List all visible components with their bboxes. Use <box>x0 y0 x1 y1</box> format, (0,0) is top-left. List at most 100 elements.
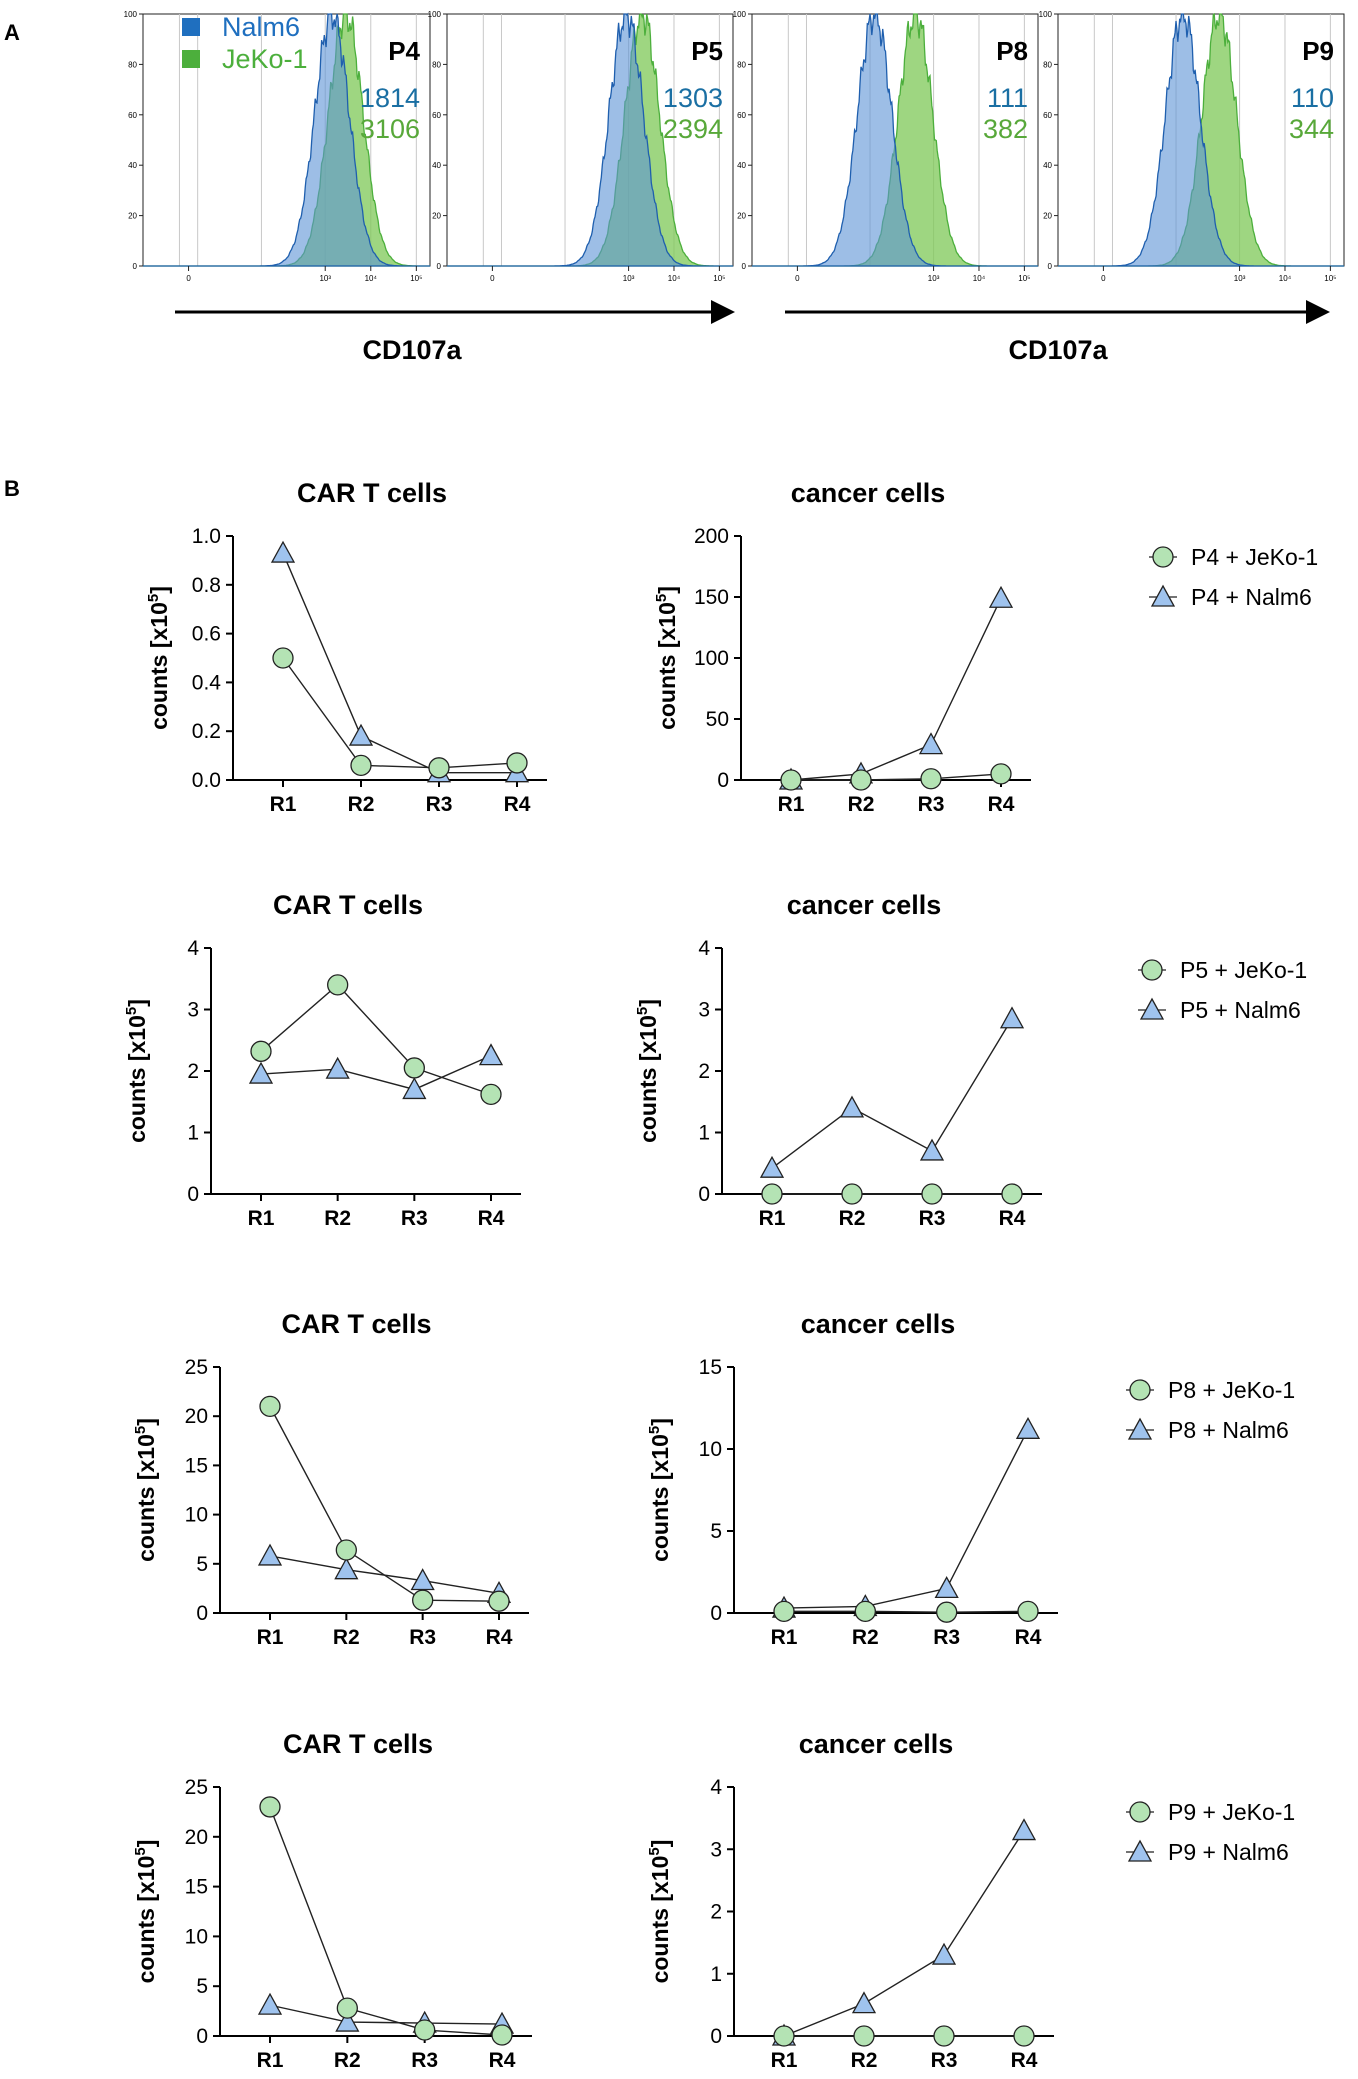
y-tick-label: 15 <box>185 1876 208 1899</box>
cd107a-axis-label: CD107a <box>362 335 462 365</box>
y-axis-label-text: counts [x10 <box>133 1856 159 1984</box>
y-tick-label: 3 <box>698 999 710 1022</box>
x-tick-label: R1 <box>270 793 297 816</box>
y-axis-label-text: counts [x10 <box>647 1434 673 1562</box>
nalm6-mfi-value: 1814 <box>360 83 420 113</box>
line-legend: P8 + JeKo-1 P8 + Nalm6 <box>1126 1377 1295 1443</box>
line-legend: P9 + JeKo-1 P9 + Nalm6 <box>1126 1799 1295 1865</box>
y-tick-label: 0 <box>717 769 729 792</box>
jeko-marker <box>1129 1379 1151 1401</box>
histogram-y-tick-label: 20 <box>1043 212 1052 221</box>
x-tick-label: R4 <box>1015 1626 1042 1649</box>
y-tick-label: 100 <box>694 647 729 670</box>
jeko-marker <box>773 2025 795 2047</box>
nalm6-marker <box>999 1006 1025 1029</box>
y-tick-label: 0.6 <box>192 623 221 646</box>
x-tick-label: R4 <box>486 1626 513 1649</box>
histogram-x-tick-label: 10³ <box>623 274 635 283</box>
nalm6-marker <box>839 1095 865 1118</box>
jeko-mfi-value: 2394 <box>663 114 723 144</box>
histogram-y-tick-label: 20 <box>128 212 137 221</box>
legend-swatch <box>182 50 200 68</box>
jeko-series-line <box>269 1406 500 1602</box>
histogram-y-tick-label: 60 <box>128 111 137 120</box>
y-tick-label: 2 <box>187 1060 199 1083</box>
y-tick-label: 0 <box>698 1183 710 1206</box>
y-tick-label: 1 <box>698 1122 710 1145</box>
histogram-y-tick-label: 40 <box>128 161 137 170</box>
jeko-marker <box>936 1601 958 1623</box>
jeko-marker <box>920 768 942 790</box>
jeko-marker <box>1013 2025 1035 2047</box>
chart-title: cancer cells <box>799 1729 954 1759</box>
histogram-x-tick-label: 0 <box>186 274 191 283</box>
y-axis-label: counts [x105] <box>132 1840 159 1984</box>
nalm6-marker <box>270 540 296 563</box>
x-tick-label: R3 <box>933 1626 960 1649</box>
jeko-series-line <box>269 1806 503 2036</box>
x-tick-label: R4 <box>489 2049 516 2072</box>
y-tick-label: 20 <box>185 1405 208 1428</box>
x-tick-label: R3 <box>931 2049 958 2072</box>
histogram-y-tick-label: 20 <box>432 212 441 221</box>
histogram-y-tick-label: 60 <box>1043 111 1052 120</box>
y-axis-label-end: ] <box>654 586 680 594</box>
nalm6-series-line <box>790 597 1002 781</box>
chart-title: CAR T cells <box>281 1309 431 1339</box>
nalm6-histogram <box>1058 13 1344 267</box>
jeko-marker <box>854 1600 876 1623</box>
jeko-marker <box>1017 1600 1039 1623</box>
nalm6-marker <box>919 1138 945 1161</box>
histogram-x-tick-label: 10⁵ <box>713 274 725 283</box>
x-tick-label: R4 <box>988 793 1015 816</box>
y-axis-label-end: ] <box>124 999 150 1007</box>
nalm6-marker <box>257 1992 283 2015</box>
y-axis-label-end: ] <box>133 1840 159 1848</box>
histogram-y-tick-label: 100 <box>1039 10 1053 19</box>
y-axis-label-text: counts [x10 <box>146 602 172 730</box>
y-axis-label-exponent: 5 <box>123 1007 140 1015</box>
legend-label: P5 + Nalm6 <box>1180 997 1301 1023</box>
y-tick-label: 0.8 <box>192 574 221 597</box>
chart-title: cancer cells <box>787 890 942 920</box>
jeko-marker <box>773 1600 795 1623</box>
nalm6-marker <box>759 1155 785 1178</box>
nalm6-marker <box>931 1942 957 1965</box>
jeko-mfi-value: 382 <box>983 114 1028 144</box>
nalm6-series-line <box>783 1429 1029 1609</box>
y-axis-label: counts [x105] <box>646 1840 673 1984</box>
jeko-marker <box>327 974 349 996</box>
y-tick-label: 0.4 <box>192 671 222 694</box>
nalm6-marker <box>934 1576 959 1599</box>
x-tick-label: R2 <box>324 1207 351 1230</box>
legend-label: P8 + Nalm6 <box>1168 1417 1289 1443</box>
line-chart: 0 1 2 3 4 R1 R2 R3 R4 CAR T cells counts [x105] <box>123 890 521 1230</box>
x-tick-label: R2 <box>839 1207 866 1230</box>
y-tick-label: 5 <box>710 1520 722 1543</box>
cd107a-arrowhead <box>1306 300 1330 324</box>
y-tick-label: 25 <box>185 1356 208 1379</box>
y-tick-label: 0 <box>187 1183 199 1206</box>
nalm6-mfi-value: 111 <box>987 83 1028 113</box>
x-tick-label: R4 <box>504 793 531 816</box>
jeko-series-line <box>791 773 1002 781</box>
y-axis-label-text: counts [x10 <box>124 1015 150 1143</box>
nalm6-marker <box>851 1991 877 2014</box>
panel-b-label: B <box>4 476 20 501</box>
cd107a-axes: CD107a CD107a <box>175 300 1330 365</box>
x-tick-label: R4 <box>478 1207 505 1230</box>
y-axis-label-end: ] <box>647 1840 673 1848</box>
nalm6-marker <box>348 723 374 746</box>
jeko-marker <box>921 1183 943 1205</box>
y-axis-label-exponent: 5 <box>634 1007 651 1015</box>
y-tick-label: 5 <box>196 1975 208 1998</box>
jeko-marker <box>1129 1801 1151 1823</box>
y-axis-label-end: ] <box>133 1418 159 1426</box>
jeko-marker <box>412 1589 434 1611</box>
jeko-marker <box>335 1539 357 1561</box>
y-axis-label-exponent: 5 <box>653 594 670 602</box>
legend-label: P4 + Nalm6 <box>1191 584 1312 610</box>
nalm6-marker <box>410 1568 435 1591</box>
